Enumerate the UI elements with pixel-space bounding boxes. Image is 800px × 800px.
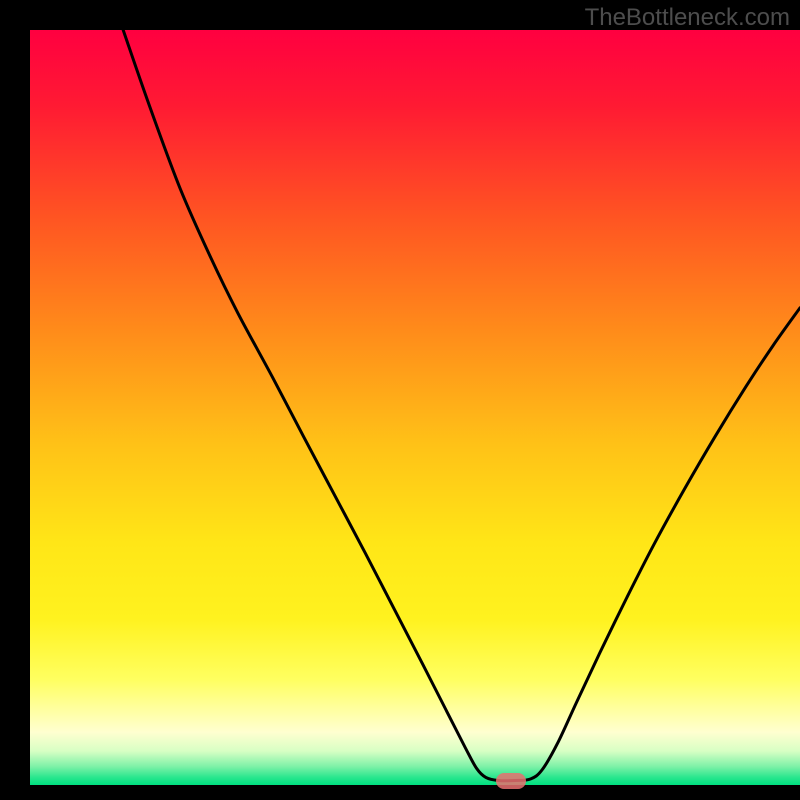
curve-layer xyxy=(30,30,800,785)
watermark-text: TheBottleneck.com xyxy=(585,4,790,32)
bottleneck-curve xyxy=(123,30,800,781)
plot-area xyxy=(30,30,800,785)
chart-root: TheBottleneck.com xyxy=(0,0,800,800)
optimum-marker xyxy=(496,773,526,789)
